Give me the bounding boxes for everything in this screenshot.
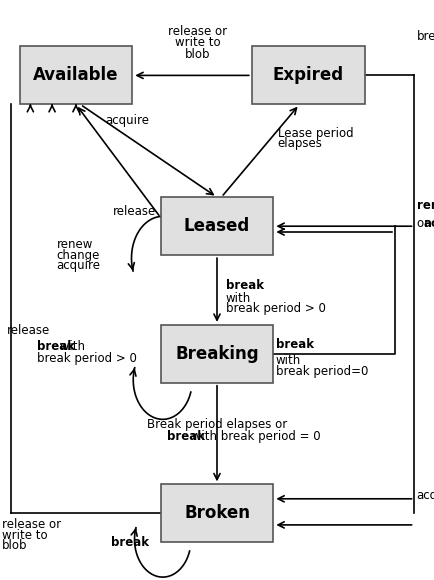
Text: or: or	[417, 217, 433, 230]
Text: break: break	[167, 430, 205, 443]
Text: with: with	[226, 292, 251, 305]
Text: break: break	[226, 279, 264, 292]
Text: break period > 0: break period > 0	[37, 352, 137, 365]
FancyBboxPatch shape	[161, 197, 273, 255]
Text: Lease period: Lease period	[278, 127, 353, 140]
Text: break: break	[37, 340, 75, 353]
Text: acquire: acquire	[106, 114, 150, 127]
FancyBboxPatch shape	[161, 325, 273, 383]
Text: release or: release or	[2, 519, 61, 531]
Text: release or: release or	[168, 25, 227, 38]
Text: acquire: acquire	[423, 217, 434, 230]
Text: break period > 0: break period > 0	[226, 302, 326, 315]
Text: with: with	[276, 354, 301, 367]
Text: elapses: elapses	[278, 137, 322, 150]
Text: write to: write to	[174, 37, 220, 49]
Text: acquire: acquire	[417, 490, 434, 502]
Text: Expired: Expired	[273, 66, 344, 85]
Text: release: release	[7, 324, 50, 337]
Text: with break period = 0: with break period = 0	[188, 430, 321, 443]
FancyBboxPatch shape	[20, 46, 132, 104]
Text: Available: Available	[33, 66, 119, 85]
Text: release: release	[113, 205, 156, 218]
FancyBboxPatch shape	[161, 484, 273, 542]
Text: change: change	[56, 249, 100, 262]
Text: break: break	[417, 31, 434, 44]
Text: Broken: Broken	[184, 504, 250, 523]
Text: acquire: acquire	[56, 259, 100, 272]
FancyBboxPatch shape	[252, 46, 365, 104]
Text: renew: renew	[417, 199, 434, 212]
Text: break: break	[276, 338, 314, 351]
Text: write to: write to	[2, 529, 48, 542]
Text: with: with	[56, 340, 85, 353]
Text: break period=0: break period=0	[276, 365, 368, 378]
Text: blob: blob	[185, 48, 210, 61]
Text: Breaking: Breaking	[175, 345, 259, 363]
Text: Break period elapses or: Break period elapses or	[147, 418, 287, 432]
Text: blob: blob	[2, 539, 28, 552]
Text: Leased: Leased	[184, 217, 250, 235]
Text: renew: renew	[56, 238, 93, 251]
Text: break: break	[111, 536, 149, 549]
